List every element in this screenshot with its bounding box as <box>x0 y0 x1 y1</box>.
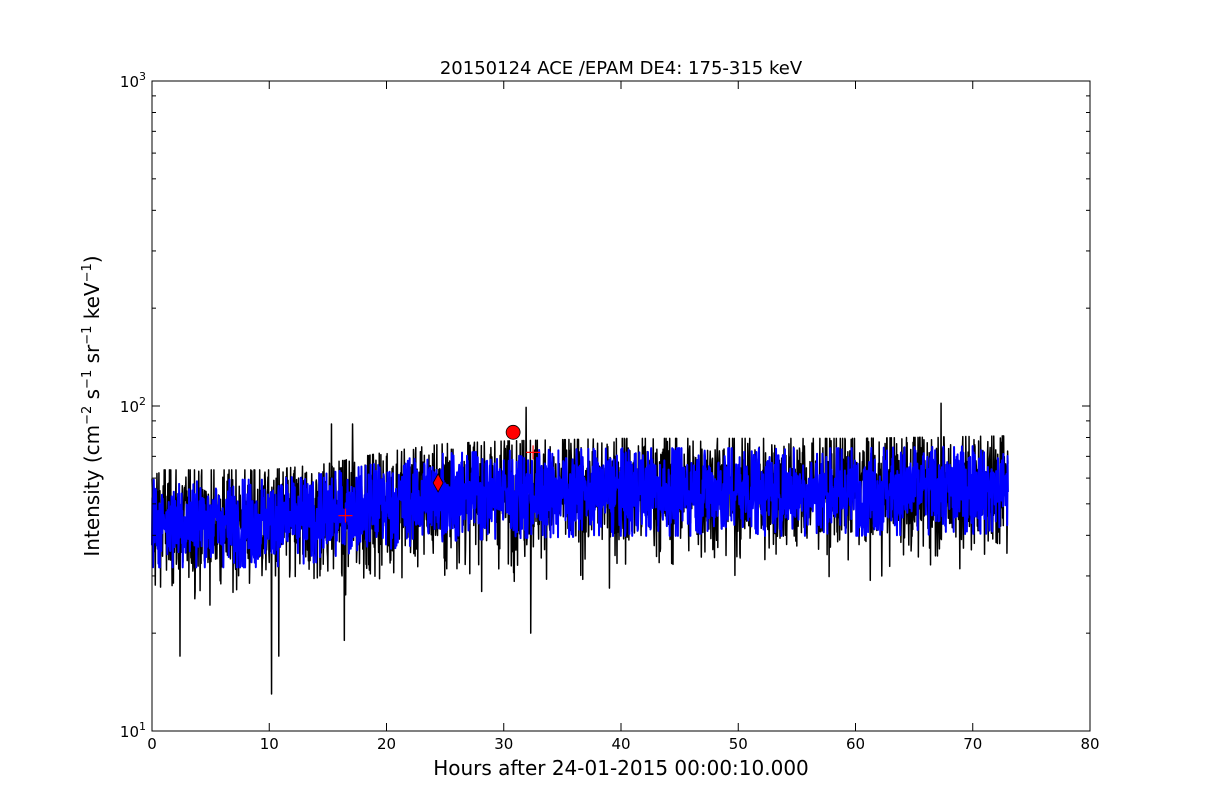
y-label-exp3: −1 <box>80 326 95 345</box>
axes-frame <box>151 80 1091 732</box>
x-tick-label: 0 <box>147 735 157 753</box>
x-tick-label: 80 <box>1080 735 1099 753</box>
circle-marker-2 <box>505 424 521 440</box>
x-tick-label: 70 <box>963 735 982 753</box>
y-label-mid2: sr <box>80 344 104 370</box>
y-label-exp1: −2 <box>80 406 95 425</box>
y-label-exp4: −1 <box>80 263 95 282</box>
y-label-mid3: keV <box>80 282 104 326</box>
y-tick-label: 103 <box>120 70 146 91</box>
smoothed-intensity-line <box>151 445 1009 569</box>
y-label-exp2: −1 <box>80 370 95 389</box>
plot-area <box>151 402 1009 695</box>
x-tick-label: 20 <box>377 735 396 753</box>
diamond-marker-1 <box>432 473 444 493</box>
raw-intensity-line <box>151 402 1009 695</box>
axis-ticks: 0 10 20 30 40 50 60 70 80 101 102 103 <box>120 70 1100 753</box>
y-label-end: ) <box>80 255 104 263</box>
x-tick-label: 50 <box>729 735 748 753</box>
x-tick-label: 30 <box>494 735 513 753</box>
plus-marker-0 <box>338 508 353 523</box>
chart-title: 20150124 ACE /EPAM DE4: 175-315 keV <box>440 58 803 79</box>
x-tick-label: 40 <box>611 735 630 753</box>
y-label-base: Intensity (cm <box>80 425 104 557</box>
x-tick-label: 10 <box>260 735 279 753</box>
plus-marker-3 <box>526 445 541 460</box>
y-tick-label: 102 <box>120 395 146 416</box>
x-tick-label: 60 <box>846 735 865 753</box>
x-axis-label: Hours after 24-01-2015 00:00:10.000 <box>433 756 809 780</box>
y-axis-label: Intensity (cm−2 s−1 sr−1 keV−1) <box>80 255 104 556</box>
y-tick-label: 101 <box>120 720 146 741</box>
y-label-mid1: s <box>80 389 104 406</box>
